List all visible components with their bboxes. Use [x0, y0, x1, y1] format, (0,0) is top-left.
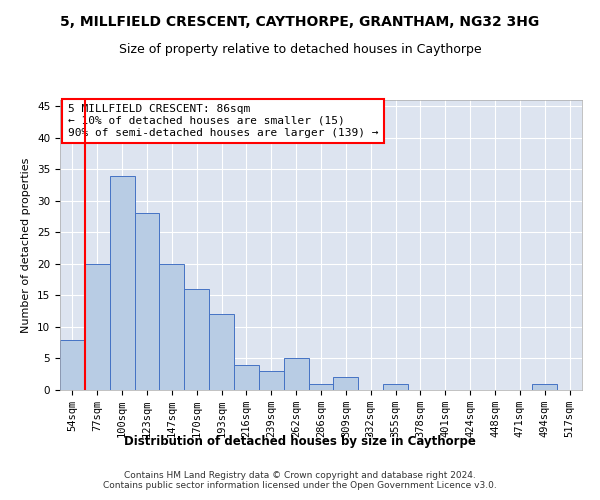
Bar [383, 384, 408, 390]
Bar [209, 314, 234, 390]
Bar [234, 365, 259, 390]
Text: 5 MILLFIELD CRESCENT: 86sqm
← 10% of detached houses are smaller (15)
90% of sem: 5 MILLFIELD CRESCENT: 86sqm ← 10% of det… [68, 104, 379, 138]
Bar [308, 384, 334, 390]
Text: Size of property relative to detached houses in Caythorpe: Size of property relative to detached ho… [119, 42, 481, 56]
Text: Distribution of detached houses by size in Caythorpe: Distribution of detached houses by size … [124, 435, 476, 448]
Bar [110, 176, 134, 390]
Text: Contains HM Land Registry data © Crown copyright and database right 2024.
Contai: Contains HM Land Registry data © Crown c… [103, 470, 497, 490]
Bar [334, 378, 358, 390]
Bar [184, 289, 209, 390]
Bar [160, 264, 184, 390]
Text: 5, MILLFIELD CRESCENT, CAYTHORPE, GRANTHAM, NG32 3HG: 5, MILLFIELD CRESCENT, CAYTHORPE, GRANTH… [61, 15, 539, 29]
Bar [532, 384, 557, 390]
Y-axis label: Number of detached properties: Number of detached properties [22, 158, 31, 332]
Bar [60, 340, 85, 390]
Bar [85, 264, 110, 390]
Bar [259, 371, 284, 390]
Bar [134, 214, 160, 390]
Bar [284, 358, 308, 390]
